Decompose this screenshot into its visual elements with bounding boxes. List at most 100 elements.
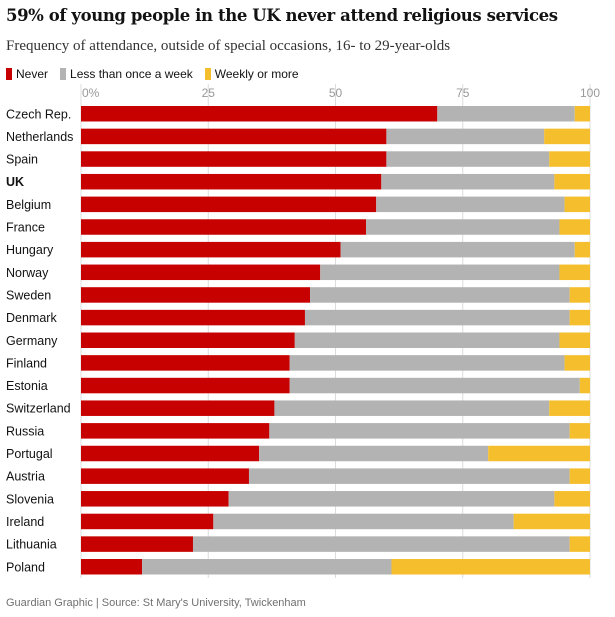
bar-finland-never [81,355,290,371]
bar-czech-rep-weekly [574,106,590,122]
bar-norway-less-than-weekly [320,264,560,281]
bar-ireland-less-than-weekly [213,513,514,530]
bar-russia-weekly [569,423,590,439]
bar-spain-weekly [549,151,590,167]
bar-estonia-less-than-weekly [289,377,580,394]
category-label-estonia: Estonia [6,379,48,393]
bar-france-never [81,219,367,235]
bar-uk-never [81,173,382,190]
bar-estonia-never [81,377,290,394]
tick-label-50: 50 [329,86,343,100]
legend-label-never: Never [16,67,49,81]
legend-item-less-than-weekly: Less than once a week [60,67,193,81]
legend-swatch-never [6,68,12,80]
bar-sweden-weekly [569,287,590,303]
category-label-sweden: Sweden [6,288,51,302]
bar-austria-weekly [569,468,590,484]
bar-uk-less-than-weekly [381,173,555,190]
bar-czech-rep-never [81,106,438,122]
bar-portugal-weekly [488,445,590,462]
source-footer: Guardian Graphic | Source: St Mary's Uni… [6,597,306,609]
tick-label-25: 25 [202,86,216,100]
bar-belgium-weekly [564,196,590,213]
bar-austria-never [81,468,249,484]
category-label-spain: Spain [6,153,38,167]
x-axis-ticks: 0% 25 50 75 100 [82,86,600,100]
category-label-norway: Norway [6,266,49,280]
bar-poland-weekly [391,559,590,575]
category-label-belgium: Belgium [6,198,51,212]
bar-finland-weekly [564,355,590,371]
bar-netherlands-less-than-weekly [386,128,545,145]
category-label-netherlands: Netherlands [6,130,73,144]
category-label-lithuania: Lithuania [6,538,57,552]
bar-lithuania-never [81,536,193,552]
bar-denmark-weekly [569,309,590,326]
bar-chart: 0% 25 50 75 100 Czech Rep. Netherlands Spain UK… [6,84,600,578]
category-label-austria: Austria [6,470,45,484]
legend-swatch-less-than-weekly [60,68,67,80]
bar-switzerland-weekly [549,400,590,416]
bar-slovenia-less-than-weekly [228,491,555,507]
category-label-poland: Poland [6,560,45,574]
bar-denmark-never [81,309,305,326]
bar-germany-weekly [559,332,590,348]
legend-item-weekly: Weekly or more [204,67,299,81]
bar-belgium-less-than-weekly [376,196,565,213]
bar-denmark-less-than-weekly [304,309,570,326]
bar-norway-weekly [559,264,590,281]
bar-switzerland-less-than-weekly [274,400,550,416]
bar-estonia-weekly [579,377,590,394]
category-label-czech-rep: Czech Rep. [6,107,71,121]
bar-germany-less-than-weekly [294,332,560,348]
category-label-slovenia: Slovenia [6,492,54,506]
chart-title: 59% of young people in the UK never atte… [6,6,558,25]
bar-slovenia-never [81,491,229,507]
category-label-germany: Germany [6,334,58,348]
bar-ireland-never [81,513,214,530]
tick-label-100: 100 [580,86,600,100]
bar-switzerland-never [81,400,275,416]
bar-russia-never [81,423,270,439]
category-label-russia: Russia [6,424,44,438]
chart-subtitle: Frequency of attendance, outside of spec… [6,38,451,54]
category-label-denmark: Denmark [6,311,57,325]
bar-lithuania-less-than-weekly [192,536,570,552]
bar-finland-less-than-weekly [289,355,565,371]
category-label-hungary: Hungary [6,243,54,257]
legend-label-weekly: Weekly or more [214,67,299,81]
bar-netherlands-weekly [544,128,590,145]
bar-uk-weekly [554,173,590,190]
bar-hungary-weekly [574,241,590,258]
bar-poland-never [81,559,143,575]
legend-label-less-than-weekly: Less than once a week [70,67,193,81]
bar-lithuania-weekly [569,536,590,552]
bar-france-weekly [559,219,590,235]
category-label-ireland: Ireland [6,515,44,529]
bar-ireland-weekly [513,513,590,530]
category-labels: Czech Rep. Netherlands Spain UK Belgium Franc… [6,107,73,574]
category-label-switzerland: Switzerland [6,402,71,416]
bar-germany-never [81,332,295,348]
bar-netherlands-never [81,128,387,145]
bar-spain-less-than-weekly [386,151,550,167]
legend-swatch-weekly [204,68,211,80]
bar-spain-never [81,151,387,167]
bar-czech-rep-less-than-weekly [437,106,575,122]
category-label-finland: Finland [6,356,47,370]
tick-label-0: 0% [82,86,100,100]
bar-austria-less-than-weekly [248,468,570,484]
category-label-france: France [6,221,45,235]
bar-portugal-never [81,445,260,462]
bar-hungary-never [81,241,341,258]
bar-norway-never [81,264,321,281]
bar-france-less-than-weekly [366,219,560,235]
bars [81,106,590,575]
legend: Never Less than once a week Weekly or mo… [6,66,311,82]
bar-belgium-never [81,196,377,213]
tick-label-75: 75 [456,86,470,100]
bar-hungary-less-than-weekly [340,241,575,258]
legend-item-never: Never [6,67,48,81]
bar-portugal-less-than-weekly [259,445,489,462]
bar-sweden-never [81,287,311,303]
